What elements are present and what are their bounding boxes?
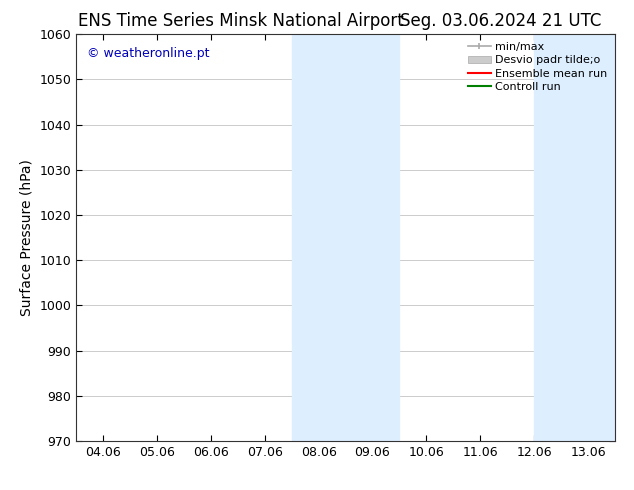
Text: ENS Time Series Minsk National Airport: ENS Time Series Minsk National Airport bbox=[78, 12, 404, 30]
Text: Seg. 03.06.2024 21 UTC: Seg. 03.06.2024 21 UTC bbox=[400, 12, 602, 30]
Text: © weatheronline.pt: © weatheronline.pt bbox=[87, 47, 209, 59]
Bar bbox=[534, 34, 615, 441]
Bar bbox=[292, 34, 399, 441]
Legend: min/max, Desvio padr tilde;o, Ensemble mean run, Controll run: min/max, Desvio padr tilde;o, Ensemble m… bbox=[464, 38, 612, 97]
Y-axis label: Surface Pressure (hPa): Surface Pressure (hPa) bbox=[20, 159, 34, 316]
